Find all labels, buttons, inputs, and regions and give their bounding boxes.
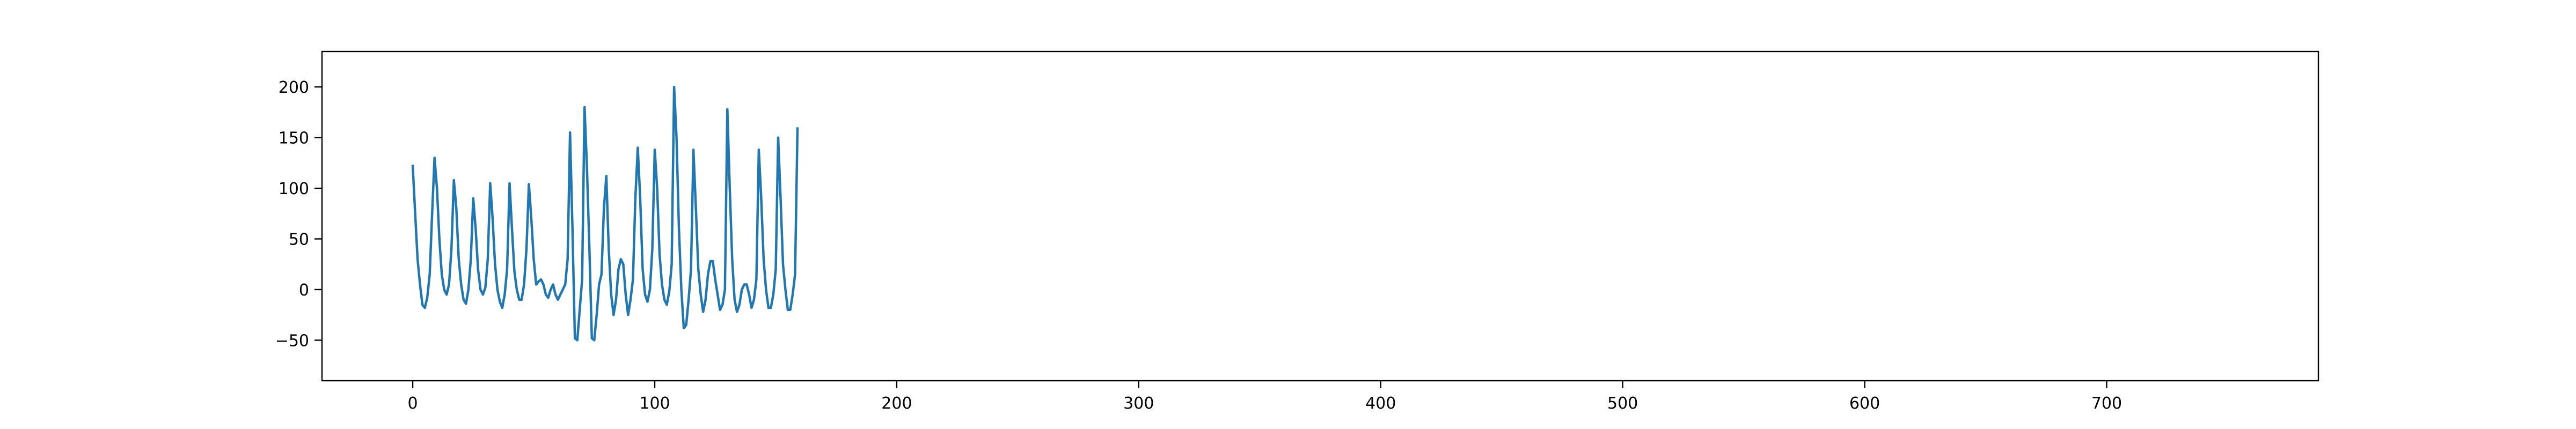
y-tick-label: 200 [279,78,309,97]
y-tick-label: 50 [289,231,309,249]
series-line-1 [411,85,799,342]
x-tick-label: 600 [1849,394,1880,413]
y-tick-label: −50 [275,331,309,350]
y-tick-label: 100 [279,180,309,198]
y-tick-label: 0 [299,281,309,300]
y-tick-label: 150 [279,129,309,148]
plot-area [411,85,799,342]
x-tick-label: 300 [1123,394,1154,413]
x-tick-label: 0 [408,394,418,413]
axes: 0 100 200 300 400 500 600 700 −50 0 50 100 150 200 [275,50,2319,413]
x-tick-label: 700 [2091,394,2122,413]
x-tick-label: 200 [881,394,912,413]
x-tick-label: 500 [1607,394,1638,413]
x-tick-label: 100 [639,394,670,413]
x-tick-label: 400 [1365,394,1396,413]
plot-frame [321,50,2319,382]
